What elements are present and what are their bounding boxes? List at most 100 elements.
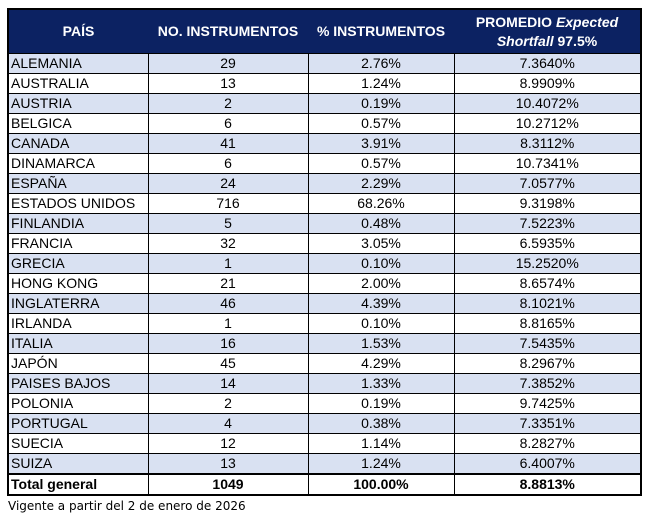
count-cell: 6 [147,153,309,174]
count-cell: 2 [147,93,309,114]
table-row: FRANCIA 32 3.05% 6.5935% [7,233,642,254]
country-cell: HONG KONG [7,273,149,294]
percent-cell: 4.39% [307,293,455,314]
percent-cell: 1.14% [307,433,455,454]
expected-shortfall-cell: 8.6574% [453,273,642,294]
percent-cell: 2.29% [307,173,455,194]
expected-shortfall-cell: 9.3198% [453,193,642,214]
count-cell: 12 [147,433,309,454]
total-row: Total general 1049 100.00% 8.8813% [7,473,642,496]
count-cell: 21 [147,273,309,294]
expected-shortfall-cell: 7.3852% [453,373,642,394]
percent-cell: 100.00% [307,473,455,496]
count-cell: 13 [147,453,309,475]
expected-shortfall-cell: 8.2827% [453,433,642,454]
expected-shortfall-cell: 10.4072% [453,93,642,114]
table-row: PAISES BAJOS 14 1.33% 7.3852% [7,373,642,394]
country-cell: ESTADOS UNIDOS [7,193,149,214]
count-cell: 1 [147,253,309,274]
percent-cell: 1.53% [307,333,455,354]
count-cell: 6 [147,113,309,134]
percent-cell: 2.76% [307,53,455,74]
percent-cell: 1.24% [307,73,455,94]
header-pais: PAÍS [8,9,148,54]
expected-shortfall-cell: 15.2520% [453,253,642,274]
expected-shortfall-cell: 9.7425% [453,393,642,414]
count-cell: 14 [147,373,309,394]
country-cell: POLONIA [7,393,149,414]
table-row: DINAMARCA 6 0.57% 10.7341% [7,153,642,174]
header-confidence-label: 97.5% [557,32,598,49]
country-cell: INGLATERRA [7,293,149,314]
country-cell: ESPAÑA [7,173,149,194]
country-cell: PAISES BAJOS [7,373,149,394]
country-cell: GRECIA [7,253,149,274]
table-row: BELGICA 6 0.57% 10.2712% [7,113,642,134]
count-cell: 13 [147,73,309,94]
count-cell: 16 [147,333,309,354]
country-cell: FINLANDIA [7,213,149,234]
expected-shortfall-cell: 6.5935% [453,233,642,254]
count-cell: 24 [147,173,309,194]
country-cell: AUSTRIA [7,93,149,114]
country-cell: Total general [7,473,149,496]
header-promedio-es: PROMEDIO Expected Shortfall 97.5% [454,9,641,54]
expected-shortfall-cell: 6.4007% [453,453,642,475]
expected-shortfall-cell: 8.9909% [453,73,642,94]
count-cell: 1049 [147,473,309,496]
count-cell: 41 [147,133,309,154]
percent-cell: 0.19% [307,393,455,414]
country-cell: BELGICA [7,113,149,134]
table-row: SUIZA 13 1.24% 6.4007% [7,453,642,475]
percent-cell: 68.26% [307,193,455,214]
table-row: FINLANDIA 5 0.48% 7.5223% [7,213,642,234]
percent-cell: 0.57% [307,153,455,174]
count-cell: 716 [147,193,309,214]
table-row: AUSTRIA 2 0.19% 10.4072% [7,93,642,114]
table-row: ALEMANIA 29 2.76% 7.3640% [7,53,642,74]
count-cell: 1 [147,313,309,334]
count-cell: 45 [147,353,309,374]
country-cell: IRLANDA [7,313,149,334]
count-cell: 5 [147,213,309,234]
table-row: CANADA 41 3.91% 8.3112% [7,133,642,154]
expected-shortfall-cell: 8.2967% [453,353,642,374]
count-cell: 32 [147,233,309,254]
country-cell: JAPÓN [7,353,149,374]
country-cell: ALEMANIA [7,53,149,74]
table-row: INGLATERRA 46 4.39% 8.1021% [7,293,642,314]
expected-shortfall-cell: 7.0577% [453,173,642,194]
expected-shortfall-cell: 7.3640% [453,53,642,74]
country-cell: ITALIA [7,333,149,354]
table-row: SUECIA 12 1.14% 8.2827% [7,433,642,454]
table-row: GRECIA 1 0.10% 15.2520% [7,253,642,274]
count-cell: 46 [147,293,309,314]
header-no-instrumentos: NO. INSTRUMENTOS [148,9,308,54]
percent-cell: 0.57% [307,113,455,134]
percent-cell: 3.91% [307,133,455,154]
percent-cell: 0.10% [307,313,455,334]
table-row: AUSTRALIA 13 1.24% 8.9909% [7,73,642,94]
count-cell: 2 [147,393,309,414]
country-cell: PORTUGAL [7,413,149,434]
table-row: ESTADOS UNIDOS 716 68.26% 9.3198% [7,193,642,214]
percent-cell: 0.19% [307,93,455,114]
expected-shortfall-cell: 10.7341% [453,153,642,174]
expected-shortfall-cell: 7.5435% [453,333,642,354]
count-cell: 4 [147,413,309,434]
percent-cell: 0.48% [307,213,455,234]
table-row: POLONIA 2 0.19% 9.7425% [7,393,642,414]
percent-cell: 4.29% [307,353,455,374]
percent-cell: 2.00% [307,273,455,294]
country-cell: FRANCIA [7,233,149,254]
expected-shortfall-cell: 10.2712% [453,113,642,134]
table-row: ESPAÑA 24 2.29% 7.0577% [7,173,642,194]
table-row: ITALIA 16 1.53% 7.5435% [7,333,642,354]
country-cell: DINAMARCA [7,153,149,174]
expected-shortfall-cell: 8.1021% [453,293,642,314]
percent-cell: 0.10% [307,253,455,274]
expected-shortfall-cell: 7.5223% [453,213,642,234]
percent-cell: 1.33% [307,373,455,394]
country-cell: SUECIA [7,433,149,454]
header-expected-label: Expected [555,13,619,30]
